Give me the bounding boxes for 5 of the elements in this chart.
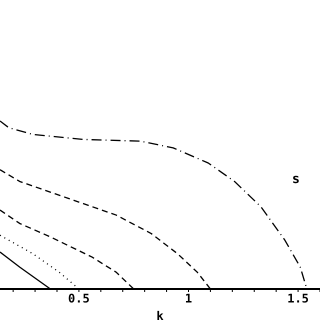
x-tick-label: 1 bbox=[184, 292, 192, 306]
x-tick-label: 0.5 bbox=[68, 292, 90, 306]
annotation: s bbox=[292, 172, 300, 187]
x-axis-title: k bbox=[156, 309, 164, 320]
x-tick-label: 1.5 bbox=[287, 292, 309, 306]
